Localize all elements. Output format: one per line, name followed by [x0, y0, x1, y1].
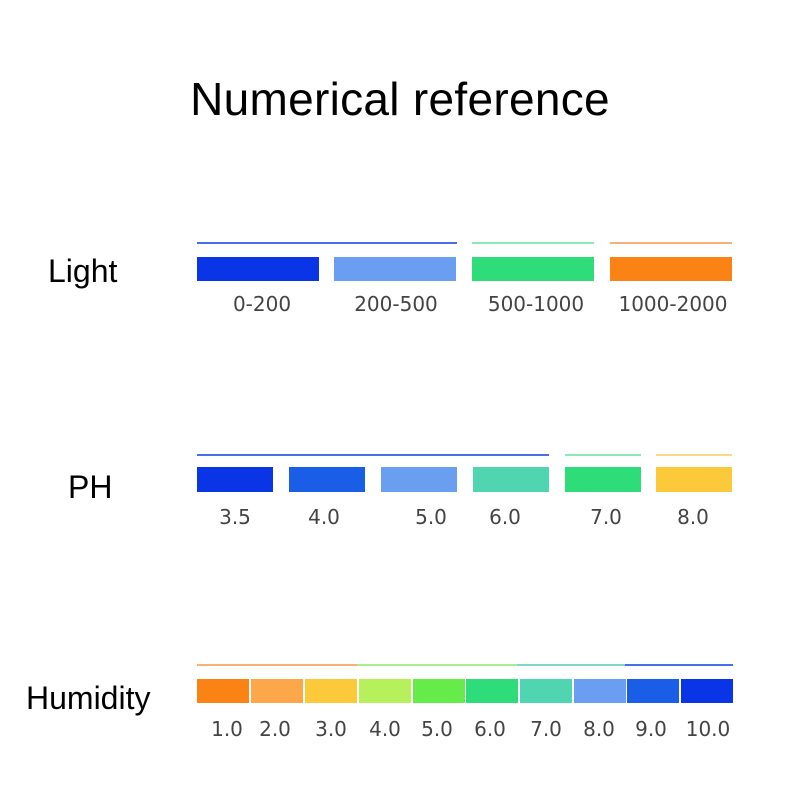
humidity-swatch-10: [681, 679, 733, 703]
humidity-value-9: 9.0: [635, 717, 667, 741]
humidity-swatch-5: [413, 679, 465, 703]
light-swatch-4: [610, 257, 732, 281]
humidity-value-2: 2.0: [259, 717, 291, 741]
ph-value-5: 7.0: [590, 505, 622, 529]
ph-swatch-3: [381, 467, 457, 492]
ph-value-4: 6.0: [489, 505, 521, 529]
page-title: Numerical reference: [190, 73, 610, 125]
humidity-value-3: 3.0: [315, 717, 347, 741]
humidity-top-line-teal: [517, 664, 625, 666]
humidity-value-5: 5.0: [421, 717, 453, 741]
ph-swatch-4: [473, 467, 549, 492]
ph-top-line-blue: [197, 454, 549, 456]
humidity-value-4: 4.0: [369, 717, 401, 741]
ph-label: PH: [68, 469, 113, 505]
light-top-line-green: [472, 242, 594, 244]
humidity-swatch-3: [305, 679, 357, 703]
ph-value-3: 5.0: [415, 505, 447, 529]
ph-value-2: 4.0: [308, 505, 340, 529]
ph-swatch-2: [289, 467, 365, 492]
ph-top-line-yellow: [656, 454, 732, 456]
humidity-value-6: 6.0: [474, 717, 506, 741]
ph-value-6: 8.0: [677, 505, 709, 529]
light-swatch-3: [472, 257, 594, 281]
humidity-swatch-6: [466, 679, 518, 703]
humidity-swatch-1: [197, 679, 249, 703]
humidity-top-line-green: [357, 664, 517, 666]
humidity-swatch-7: [520, 679, 572, 703]
light-value-3: 500-1000: [487, 292, 585, 316]
humidity-value-1: 1.0: [211, 717, 243, 741]
ph-swatch-6: [656, 467, 732, 492]
ph-top-line-green: [565, 454, 641, 456]
humidity-swatch-2: [251, 679, 303, 703]
light-swatch-2: [334, 257, 456, 281]
light-swatch-1: [197, 257, 319, 281]
humidity-swatch-4: [359, 679, 411, 703]
humidity-value-7: 7.0: [530, 717, 562, 741]
humidity-swatch-8: [574, 679, 626, 703]
light-top-line-orange: [610, 242, 732, 244]
humidity-value-10: 10.0: [685, 717, 731, 741]
ph-swatch-5: [565, 467, 641, 492]
light-value-2: 200-500: [354, 292, 438, 316]
humidity-label: Humidity: [26, 680, 151, 716]
light-label: Light: [48, 253, 118, 289]
ph-value-1: 3.5: [219, 505, 251, 529]
humidity-swatch-9: [627, 679, 679, 703]
humidity-value-8: 8.0: [583, 717, 615, 741]
light-top-line-blue: [197, 242, 457, 244]
humidity-top-line-blue: [625, 664, 733, 666]
light-value-1: 0-200: [232, 292, 292, 316]
humidity-top-line-orange: [197, 664, 357, 666]
ph-swatch-1: [197, 467, 273, 492]
light-value-4: 1000-2000: [618, 292, 728, 316]
